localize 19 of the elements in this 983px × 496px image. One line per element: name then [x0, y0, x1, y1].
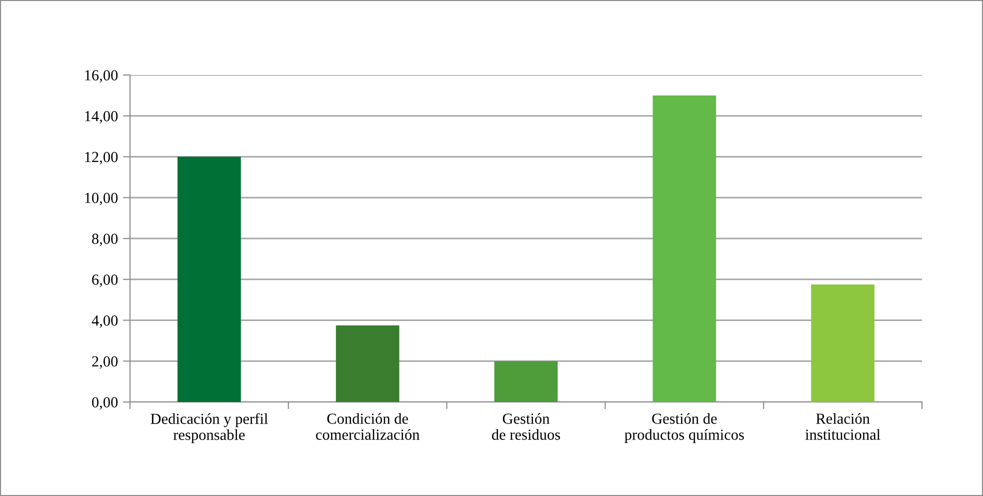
y-tick-label: 16,00: [85, 70, 118, 83]
y-tick-label: 10,00: [85, 192, 118, 206]
y-tick-label: 12,00: [85, 152, 118, 164]
y-tick-label: 14,00: [85, 111, 118, 124]
x-tick-label: Dedicación y perfil responsable: [150, 413, 268, 444]
y-tick-label: 6,00: [92, 274, 118, 288]
bar: [652, 95, 716, 402]
bar: [178, 156, 241, 402]
bar: [336, 325, 400, 402]
y-tick-label: 8,00: [92, 234, 118, 246]
bar: [811, 284, 874, 402]
x-tick-label: Condición de comercialización: [316, 413, 420, 440]
y-tick-label: 4,00: [92, 315, 118, 328]
x-tick-label: Gestión de residuos: [492, 413, 560, 440]
x-tick-label: Relación institucional: [805, 413, 880, 440]
bar: [494, 361, 558, 402]
x-tick-label: Gestión de productos químicos: [624, 413, 744, 443]
y-tick-label: 0,00: [92, 397, 118, 410]
y-tick-label: 2,00: [92, 356, 118, 369]
